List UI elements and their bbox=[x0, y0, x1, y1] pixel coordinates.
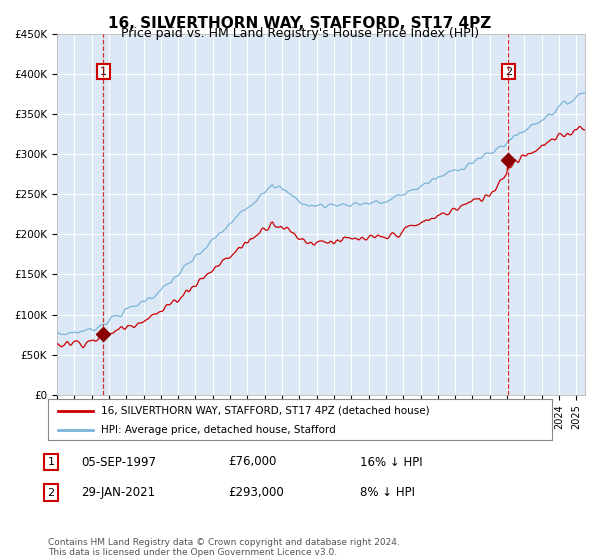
Text: 29-JAN-2021: 29-JAN-2021 bbox=[81, 486, 155, 500]
Text: £76,000: £76,000 bbox=[228, 455, 277, 469]
Text: 2: 2 bbox=[47, 488, 55, 498]
Text: 1: 1 bbox=[47, 457, 55, 467]
Text: 16, SILVERTHORN WAY, STAFFORD, ST17 4PZ: 16, SILVERTHORN WAY, STAFFORD, ST17 4PZ bbox=[109, 16, 491, 31]
Text: Price paid vs. HM Land Registry's House Price Index (HPI): Price paid vs. HM Land Registry's House … bbox=[121, 27, 479, 40]
Text: 1: 1 bbox=[100, 67, 107, 77]
Text: Contains HM Land Registry data © Crown copyright and database right 2024.
This d: Contains HM Land Registry data © Crown c… bbox=[48, 538, 400, 557]
Text: 05-SEP-1997: 05-SEP-1997 bbox=[81, 455, 156, 469]
Text: 16% ↓ HPI: 16% ↓ HPI bbox=[360, 455, 422, 469]
Text: 2: 2 bbox=[505, 67, 512, 77]
Text: 8% ↓ HPI: 8% ↓ HPI bbox=[360, 486, 415, 500]
Text: HPI: Average price, detached house, Stafford: HPI: Average price, detached house, Staf… bbox=[101, 424, 335, 435]
Text: 16, SILVERTHORN WAY, STAFFORD, ST17 4PZ (detached house): 16, SILVERTHORN WAY, STAFFORD, ST17 4PZ … bbox=[101, 405, 430, 416]
Text: £293,000: £293,000 bbox=[228, 486, 284, 500]
